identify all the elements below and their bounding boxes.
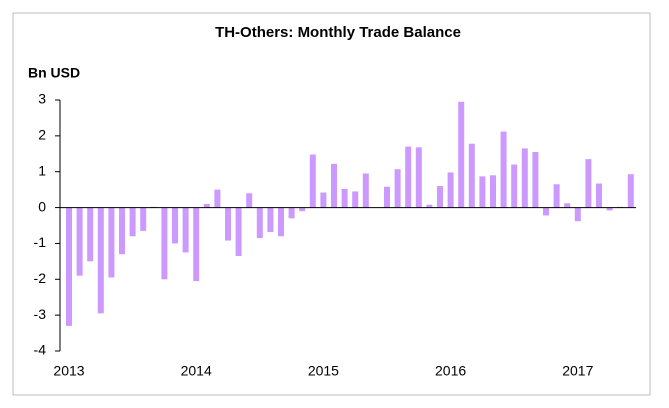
bar: [119, 207, 125, 255]
bar: [97, 207, 104, 314]
bar: [447, 172, 454, 208]
y-tick-label: 2: [38, 127, 46, 143]
bar: [140, 207, 147, 231]
y-tick-label: 3: [38, 91, 46, 107]
bar: [203, 203, 210, 208]
y-tick-label: -3: [34, 306, 47, 322]
bar: [596, 183, 602, 208]
bar: [564, 203, 571, 208]
bar: [172, 207, 178, 244]
y-tick-label: -1: [34, 234, 47, 250]
bar: [405, 146, 412, 208]
bar: [511, 164, 518, 208]
bar: [532, 151, 539, 208]
chart-title: TH-Others: Monthly Trade Balance: [215, 24, 461, 41]
bar: [331, 163, 337, 208]
bar: [182, 207, 189, 253]
bar: [225, 207, 231, 241]
bar: [479, 176, 486, 208]
bar: [320, 192, 327, 208]
bar: [574, 207, 581, 222]
bar: [543, 207, 549, 216]
bar: [468, 143, 475, 208]
bar: [585, 159, 592, 208]
bar: [352, 191, 359, 208]
bar: [87, 207, 94, 262]
bar: [235, 207, 242, 256]
y-tick-label: 1: [38, 162, 46, 178]
bar: [129, 207, 136, 237]
y-tick-label: 0: [38, 198, 46, 214]
x-tick-label: 2013: [53, 363, 84, 379]
bar: [627, 174, 634, 208]
bar: [426, 204, 433, 208]
bar: [341, 188, 348, 208]
bar: [362, 173, 369, 208]
bar: [606, 207, 613, 211]
x-tick-label: 2014: [181, 363, 212, 379]
bar: [267, 207, 274, 232]
bar: [246, 193, 253, 208]
bar: [415, 147, 422, 208]
bar: [437, 186, 443, 208]
bar: [299, 207, 306, 212]
y-tick-label: -4: [34, 342, 47, 358]
x-tick-label: 2016: [435, 363, 466, 379]
bar: [214, 189, 221, 208]
bar: [76, 207, 83, 276]
y-tick-label: -2: [34, 270, 47, 286]
x-tick-label: 2017: [562, 363, 593, 379]
bar: [66, 207, 72, 326]
bar: [108, 207, 115, 278]
bar: [458, 101, 465, 208]
bar: [384, 186, 390, 208]
y-axis-label: Bn USD: [28, 65, 80, 81]
x-tick-label: 2015: [308, 363, 339, 379]
bar: [278, 207, 284, 237]
bar: [193, 207, 200, 282]
bar: [500, 131, 507, 208]
bar: [490, 175, 496, 208]
bar: [161, 207, 168, 280]
bar: [288, 207, 295, 219]
bar: [256, 207, 263, 239]
bar: [521, 148, 528, 208]
bar: [309, 154, 316, 208]
bar: [553, 184, 560, 208]
bar: [394, 169, 401, 208]
